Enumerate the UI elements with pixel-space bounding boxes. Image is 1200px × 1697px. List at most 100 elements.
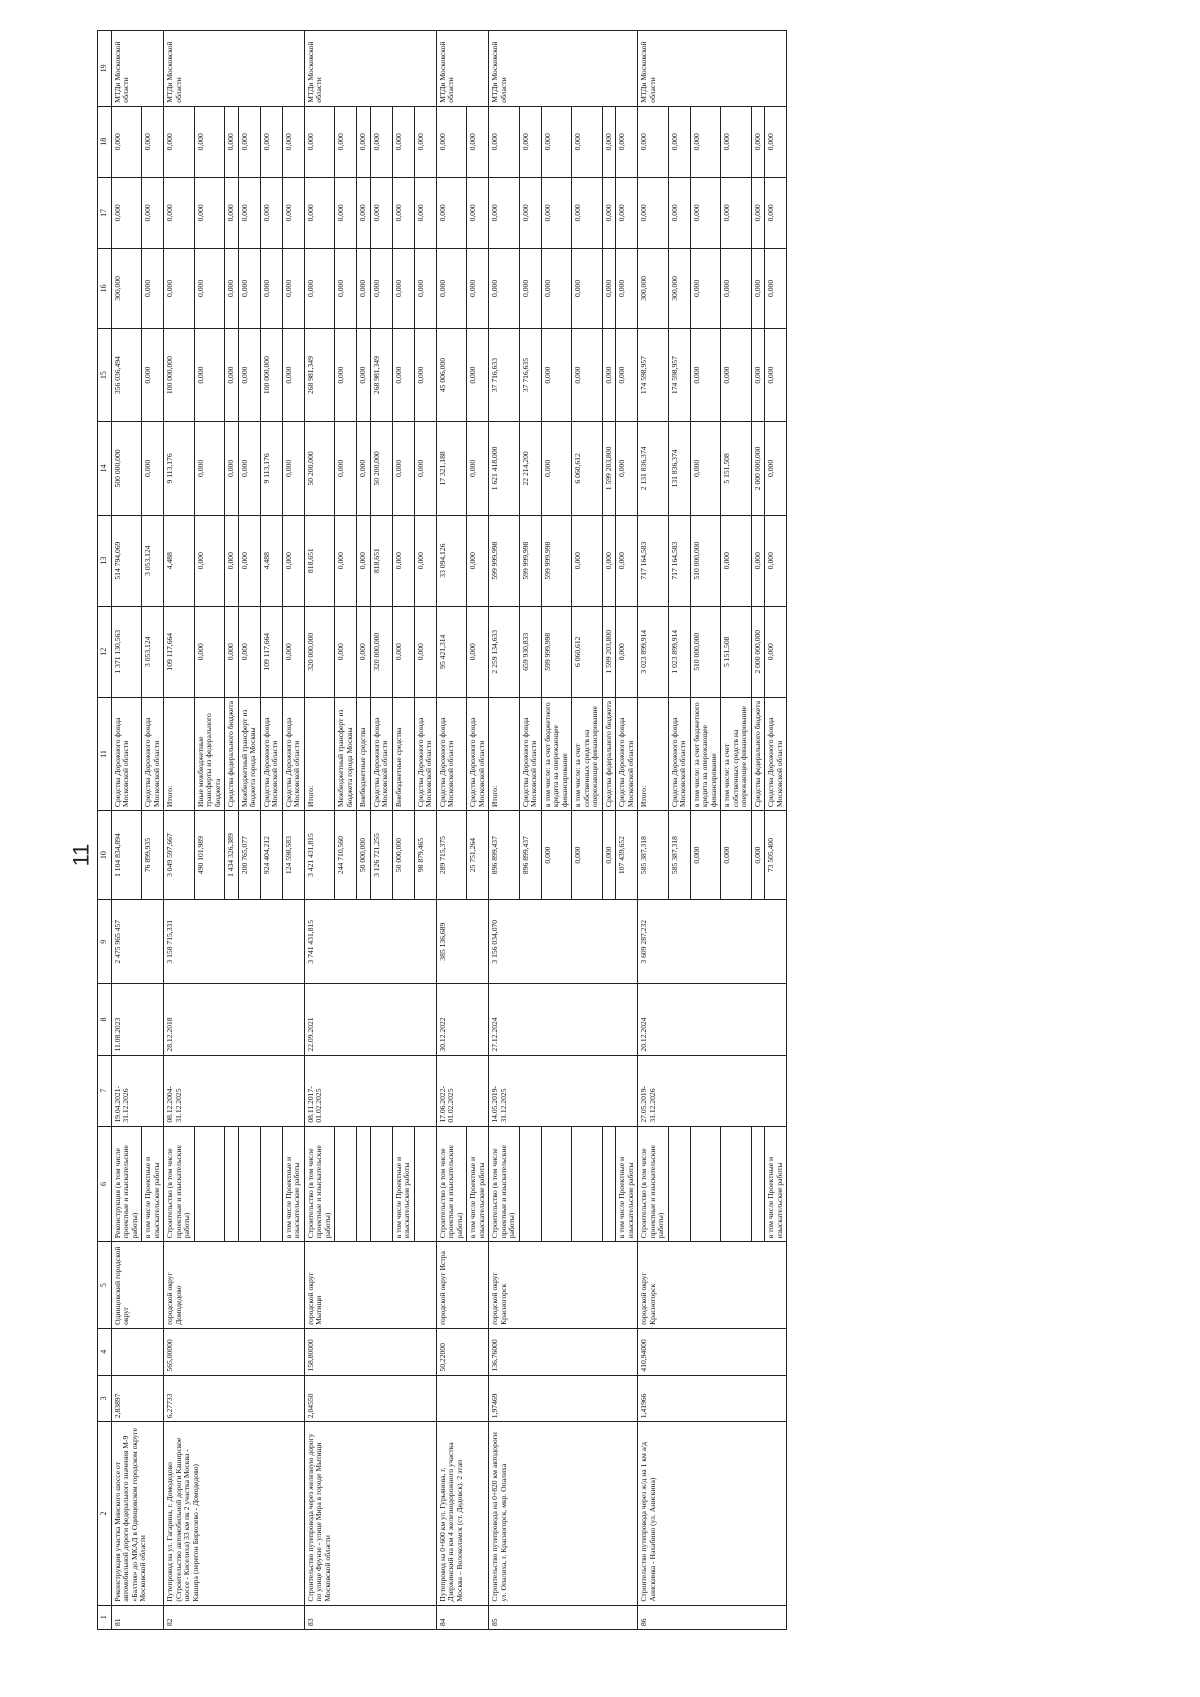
work-type: в том числе Проектные и изыскательские р… bbox=[282, 1126, 305, 1242]
financing-source: Средства Дорожного фонда Московской обла… bbox=[141, 697, 164, 811]
work-type: Строительство (в том числе проектные и и… bbox=[436, 1126, 467, 1242]
work-period: 08.11.2017-01.02.2025 bbox=[304, 1055, 437, 1127]
responsible-customer: МТДи Московской области bbox=[111, 30, 164, 107]
amount-c14: 0,000 bbox=[194, 421, 225, 516]
amount-c14: 0,000 bbox=[690, 421, 721, 516]
responsible-customer: МТДи Московской области bbox=[637, 30, 787, 107]
object-name: Строительство путепровода через ж/д на 1… bbox=[637, 1421, 787, 1606]
amount-c15: 0,000 bbox=[392, 328, 415, 422]
work-type bbox=[260, 1126, 283, 1242]
amount-c13: 599 999,998 bbox=[541, 515, 572, 607]
object-name: Строительство путепровода на 0+820 км ав… bbox=[488, 1421, 638, 1606]
financed-before: 3 049 597,667 bbox=[163, 810, 195, 900]
amount-c16: 0,000 bbox=[356, 248, 371, 329]
completion-date: 11.08.2023 bbox=[111, 983, 164, 1056]
amount-c16: 0,000 bbox=[392, 248, 415, 329]
amount-c18: 0,000 bbox=[751, 106, 765, 178]
amount-c15: 45 006,000 bbox=[436, 328, 467, 422]
amount-c14: 6 060,612 bbox=[571, 421, 603, 516]
financed-before: 25 751,264 bbox=[466, 810, 489, 900]
amount-c13: 0,000 bbox=[224, 515, 239, 607]
column-header-7: 7 bbox=[97, 1055, 112, 1127]
amount-c14: 2 000 000,000 bbox=[751, 421, 765, 516]
amount-c16: 0,000 bbox=[224, 248, 239, 329]
financed-before: 0,000 bbox=[541, 810, 572, 900]
financing-source: в том числе: за счет бюджетного кредита … bbox=[541, 697, 572, 811]
object-name: Строительство путепровода через железную… bbox=[304, 1421, 437, 1606]
amount-c16: 0,000 bbox=[282, 248, 305, 329]
financing-source: Средства федерального бюджета bbox=[224, 697, 239, 811]
amount-c12: 0,000 bbox=[194, 606, 225, 698]
amount-c12: 5 151,508 bbox=[720, 606, 752, 698]
table-row: 81 Реконструкция участка Минского шоссе о… bbox=[111, 30, 164, 1630]
amount-c12: 510 000,000 bbox=[690, 606, 721, 698]
district-name: городской округ Истра bbox=[436, 1241, 489, 1329]
amount-c17: 0,000 bbox=[488, 177, 520, 249]
amount-c18: 0,000 bbox=[238, 106, 261, 178]
column-header-4: 4 bbox=[97, 1328, 112, 1376]
table-body: 81 Реконструкция участка Минского шоссе о… bbox=[111, 30, 787, 1630]
financing-source: Средства Дорожного фонда Московской обла… bbox=[436, 697, 467, 811]
amount-c17: 0,000 bbox=[260, 177, 283, 249]
amount-c18: 0,000 bbox=[615, 106, 638, 178]
amount-c14: 0,000 bbox=[224, 421, 239, 516]
work-type bbox=[224, 1126, 239, 1242]
work-type: в том числе Проектные и изыскательские р… bbox=[466, 1126, 489, 1242]
amount-c16: 0,000 bbox=[541, 248, 572, 329]
amount-c17: 0,000 bbox=[414, 177, 437, 249]
district-name: городской округ Мытищи bbox=[304, 1241, 437, 1329]
financing-source: в том числе: за счет собственных средств… bbox=[720, 697, 752, 811]
amount-c17: 0,000 bbox=[392, 177, 415, 249]
amount-c15: 174 598,957 bbox=[668, 328, 691, 422]
financed-before: 98 879,465 bbox=[414, 810, 437, 900]
column-header-14: 14 bbox=[97, 421, 112, 516]
work-type bbox=[668, 1126, 691, 1242]
amount-c14: 1 621 418,000 bbox=[488, 421, 520, 516]
work-type bbox=[751, 1126, 765, 1242]
amount-c13: 4,488 bbox=[163, 515, 195, 607]
amount-c14: 0,000 bbox=[334, 421, 357, 516]
amount-c14: 9 113,176 bbox=[163, 421, 195, 516]
amount-c13: 0,000 bbox=[602, 515, 616, 607]
amount-c17: 0,000 bbox=[334, 177, 357, 249]
completion-date: 28.12.2018 bbox=[163, 983, 305, 1056]
financed-before: 0,000 bbox=[751, 810, 765, 900]
table-row: 85 Строительство путепровода на 0+820 км … bbox=[488, 30, 638, 1630]
financing-source: Итого: bbox=[488, 697, 520, 811]
amount-c12: 3 023 899,914 bbox=[637, 606, 669, 698]
amount-c14: 17 321,188 bbox=[436, 421, 467, 516]
work-type bbox=[356, 1126, 371, 1242]
work-type bbox=[602, 1126, 616, 1242]
responsible-customer: МТДи Московской области bbox=[304, 30, 437, 107]
column-header-18: 18 bbox=[97, 106, 112, 178]
amount-c18: 0,000 bbox=[668, 106, 691, 178]
amount-c16: 0,000 bbox=[519, 248, 542, 329]
amount-c13: 0,000 bbox=[751, 515, 765, 607]
financed-before: 0,000 bbox=[690, 810, 721, 900]
amount-c12: 109 117,664 bbox=[163, 606, 195, 698]
amount-c12: 0,000 bbox=[282, 606, 305, 698]
financed-before: 585 387,318 bbox=[668, 810, 691, 900]
amount-c14: 0,000 bbox=[615, 421, 638, 516]
amount-c18: 0,000 bbox=[224, 106, 239, 178]
amount-c16: 300,000 bbox=[637, 248, 669, 329]
financing-source: Средства Дорожного фонда Московской обла… bbox=[466, 697, 489, 811]
amount-c12: 6 060,612 bbox=[571, 606, 603, 698]
column-header-6: 6 bbox=[97, 1126, 112, 1242]
amount-c15: 0,000 bbox=[571, 328, 603, 422]
financed-before: 73 505,400 bbox=[764, 810, 787, 900]
amount-c15: 0,000 bbox=[751, 328, 765, 422]
amount-c15: 0,000 bbox=[690, 328, 721, 422]
total-cost: 3 158 715,331 bbox=[163, 899, 305, 984]
financing-source: Иные межбюджетные трансферты из федераль… bbox=[194, 697, 225, 811]
amount-c12: 0,000 bbox=[414, 606, 437, 698]
amount-c15: 37 716,635 bbox=[519, 328, 542, 422]
amount-c16: 0,000 bbox=[720, 248, 752, 329]
amount-c18: 0,000 bbox=[414, 106, 437, 178]
amount-c13: 599 999,998 bbox=[488, 515, 520, 607]
total-cost: 3 609 287,232 bbox=[637, 899, 787, 984]
amount-c17: 0,000 bbox=[370, 177, 393, 249]
amount-c13: 514 794,069 bbox=[111, 515, 142, 607]
work-period: 14.05.2019-31.12.2025 bbox=[488, 1055, 638, 1127]
column-header-10: 10 bbox=[97, 810, 112, 900]
